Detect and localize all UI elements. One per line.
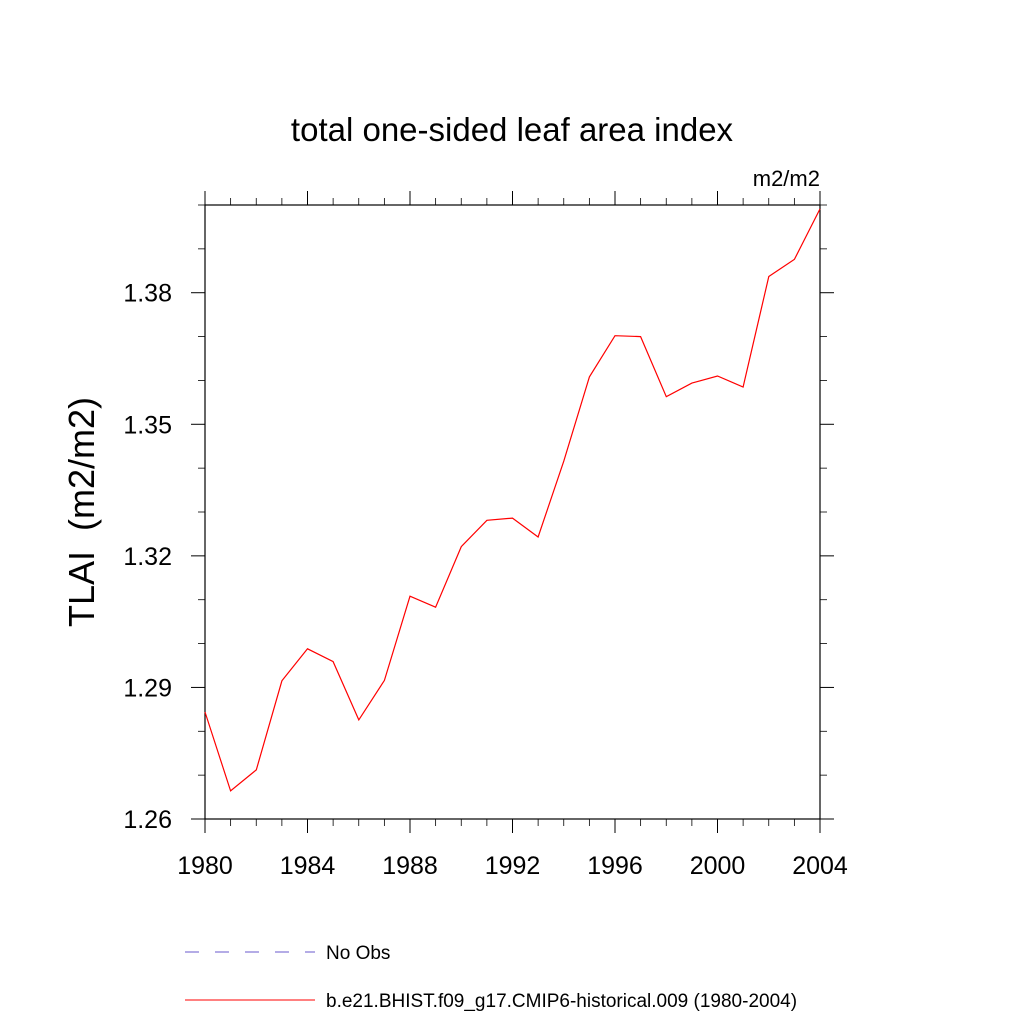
data-point bbox=[537, 535, 540, 538]
legend: No Obs b.e21.BHIST.f09_g17.CMIP6-historic… bbox=[185, 943, 797, 1012]
data-point bbox=[357, 718, 360, 721]
y-tick-labels: 1.26 1.29 1.32 1.35 1.38 bbox=[123, 280, 172, 834]
data-point bbox=[485, 519, 488, 522]
series-group bbox=[204, 207, 822, 792]
x-tick-label: 2004 bbox=[792, 852, 848, 880]
legend-label: No Obs bbox=[326, 943, 390, 964]
x-tick-label: 1996 bbox=[587, 852, 643, 880]
data-point bbox=[383, 679, 386, 682]
data-point bbox=[409, 595, 412, 598]
data-point bbox=[332, 660, 335, 663]
x-tick-label: 1984 bbox=[280, 852, 336, 880]
units-label: m2/m2 bbox=[753, 166, 820, 191]
data-point bbox=[229, 789, 232, 792]
y-tick-label: 1.35 bbox=[123, 411, 172, 439]
x-tick-labels: 1980 1984 1988 1992 1996 2000 2004 bbox=[177, 852, 848, 880]
data-point bbox=[767, 275, 770, 278]
data-point bbox=[690, 382, 693, 385]
data-point bbox=[793, 258, 796, 261]
x-tick-label: 1992 bbox=[485, 852, 541, 880]
data-point bbox=[562, 460, 565, 463]
data-point bbox=[280, 679, 283, 682]
y-tick-label: 1.32 bbox=[123, 543, 172, 571]
data-point bbox=[460, 545, 463, 548]
data-point bbox=[204, 710, 207, 713]
y-axis-label: TLAI (m2/m2) bbox=[61, 397, 102, 627]
legend-label: b.e21.BHIST.f09_g17.CMIP6-historical.009… bbox=[326, 991, 797, 1012]
data-point bbox=[716, 375, 719, 378]
data-point bbox=[614, 334, 617, 337]
data-point bbox=[665, 395, 668, 398]
data-point bbox=[742, 386, 745, 389]
data-point bbox=[306, 647, 309, 650]
y-tick-label: 1.38 bbox=[123, 280, 172, 308]
x-tick-label: 1980 bbox=[177, 852, 233, 880]
y-tick-label: 1.26 bbox=[123, 806, 172, 834]
series-line bbox=[204, 208, 821, 792]
y-tick-label: 1.29 bbox=[123, 674, 172, 702]
axis-ticks bbox=[191, 191, 834, 833]
plot-frame bbox=[204, 204, 821, 820]
x-tick-label: 2000 bbox=[690, 852, 746, 880]
data-point bbox=[588, 375, 591, 378]
data-point bbox=[511, 517, 514, 520]
data-point bbox=[639, 335, 642, 338]
data-point bbox=[255, 768, 258, 771]
x-tick-label: 1988 bbox=[382, 852, 438, 880]
chart-title: total one-sided leaf area index bbox=[291, 111, 734, 148]
data-point bbox=[819, 207, 822, 210]
data-point bbox=[434, 606, 437, 609]
